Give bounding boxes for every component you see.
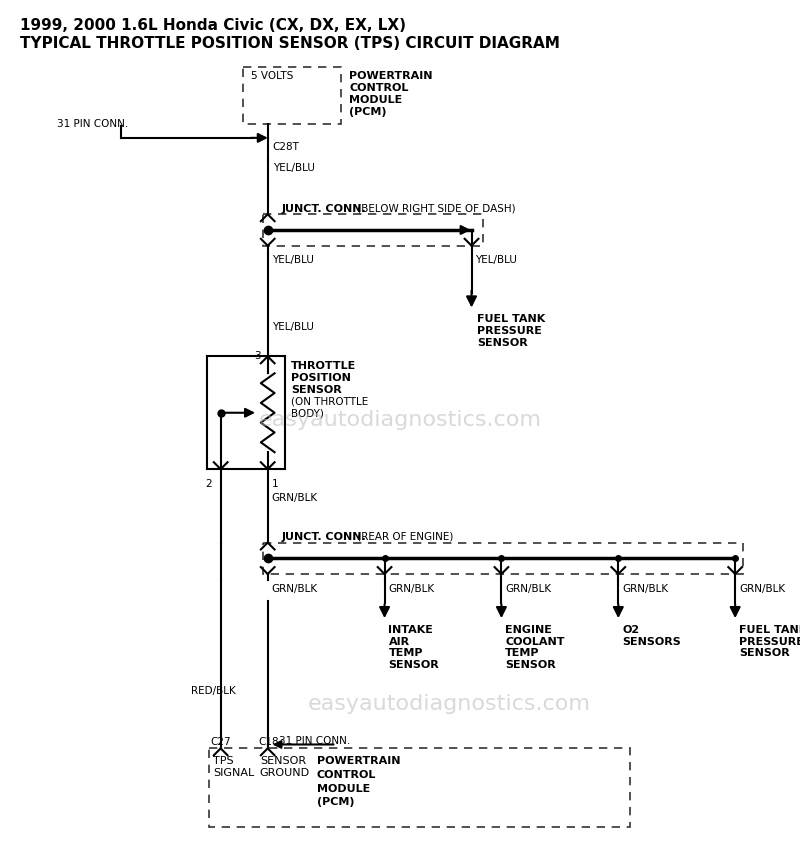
Text: 2: 2 [205, 479, 212, 489]
Text: SENSOR: SENSOR [478, 337, 528, 348]
Text: (REAR OF ENGINE): (REAR OF ENGINE) [354, 532, 454, 541]
Text: (PCM): (PCM) [349, 106, 386, 116]
Text: TYPICAL THROTTLE POSITION SENSOR (TPS) CIRCUIT DIAGRAM: TYPICAL THROTTLE POSITION SENSOR (TPS) C… [20, 36, 560, 51]
Text: BODY): BODY) [291, 408, 324, 418]
Text: C27: C27 [211, 737, 231, 746]
Text: 3: 3 [254, 350, 261, 360]
Text: MODULE: MODULE [349, 94, 402, 105]
Text: 1999, 2000 1.6L Honda Civic (CX, DX, EX, LX): 1999, 2000 1.6L Honda Civic (CX, DX, EX,… [20, 19, 406, 33]
Text: THROTTLE: THROTTLE [291, 361, 357, 371]
Text: JUNCT. CONN.: JUNCT. CONN. [282, 532, 366, 541]
Bar [262, 214, 483, 246]
Text: TPS: TPS [213, 756, 234, 766]
Text: JUNCT. CONN.: JUNCT. CONN. [282, 203, 366, 213]
Text: easyautodiagnostics.com: easyautodiagnostics.com [307, 694, 590, 714]
Text: SIGNAL: SIGNAL [213, 768, 254, 778]
Text: COOLANT: COOLANT [506, 637, 565, 647]
Text: YEL/BLU: YEL/BLU [475, 256, 518, 265]
Bar [262, 542, 743, 574]
Text: (PCM): (PCM) [317, 797, 354, 808]
Text: RED/BLK: RED/BLK [191, 686, 236, 695]
Text: SENSOR: SENSOR [739, 649, 790, 659]
Text: GRN/BLK: GRN/BLK [389, 584, 434, 594]
Text: 31 PIN CONN.: 31 PIN CONN. [279, 735, 350, 745]
Text: 31 PIN CONN.: 31 PIN CONN. [57, 119, 128, 129]
Text: SENSOR: SENSOR [506, 660, 556, 670]
Text: CONTROL: CONTROL [349, 83, 409, 93]
Text: SENSOR: SENSOR [291, 385, 342, 394]
Text: POSITION: POSITION [291, 373, 351, 383]
Text: FUEL TANK: FUEL TANK [739, 625, 800, 635]
Text: YEL/BLU: YEL/BLU [273, 163, 314, 173]
Text: GRN/BLK: GRN/BLK [739, 584, 786, 594]
Text: POWERTRAIN: POWERTRAIN [317, 756, 400, 766]
Text: GROUND: GROUND [260, 768, 310, 778]
Text: PRESSURE: PRESSURE [739, 637, 800, 647]
Text: AIR: AIR [389, 637, 410, 647]
Text: 5 VOLTS: 5 VOLTS [251, 71, 294, 82]
Text: (BELOW RIGHT SIDE OF DASH): (BELOW RIGHT SIDE OF DASH) [354, 203, 515, 213]
Text: C18: C18 [258, 737, 278, 746]
Text: ENGINE: ENGINE [506, 625, 552, 635]
Text: SENSORS: SENSORS [622, 637, 681, 647]
Text: GRN/BLK: GRN/BLK [506, 584, 551, 594]
Text: YEL/BLU: YEL/BLU [272, 256, 314, 265]
Text: SENSOR: SENSOR [389, 660, 439, 670]
Text: (ON THROTTLE: (ON THROTTLE [291, 397, 369, 406]
Text: GRN/BLK: GRN/BLK [272, 493, 318, 502]
Text: 1: 1 [272, 479, 278, 489]
Text: GRN/BLK: GRN/BLK [622, 584, 668, 594]
Bar [209, 748, 630, 827]
Text: MODULE: MODULE [317, 784, 370, 794]
Text: INTAKE: INTAKE [389, 625, 434, 635]
Text: POWERTRAIN: POWERTRAIN [349, 71, 433, 82]
Text: YEL/BLU: YEL/BLU [272, 322, 314, 332]
Text: PRESSURE: PRESSURE [478, 326, 542, 336]
Text: easyautodiagnostics.com: easyautodiagnostics.com [258, 410, 542, 430]
Text: O2: O2 [622, 625, 639, 635]
Text: FUEL TANK: FUEL TANK [478, 314, 546, 324]
Text: CONTROL: CONTROL [317, 770, 376, 780]
Text: TEMP: TEMP [506, 649, 540, 659]
Text: GRN/BLK: GRN/BLK [272, 584, 318, 594]
Text: C28T: C28T [273, 142, 299, 152]
Bar [243, 67, 341, 124]
Text: SENSOR: SENSOR [260, 756, 306, 766]
Text: TEMP: TEMP [389, 649, 423, 659]
